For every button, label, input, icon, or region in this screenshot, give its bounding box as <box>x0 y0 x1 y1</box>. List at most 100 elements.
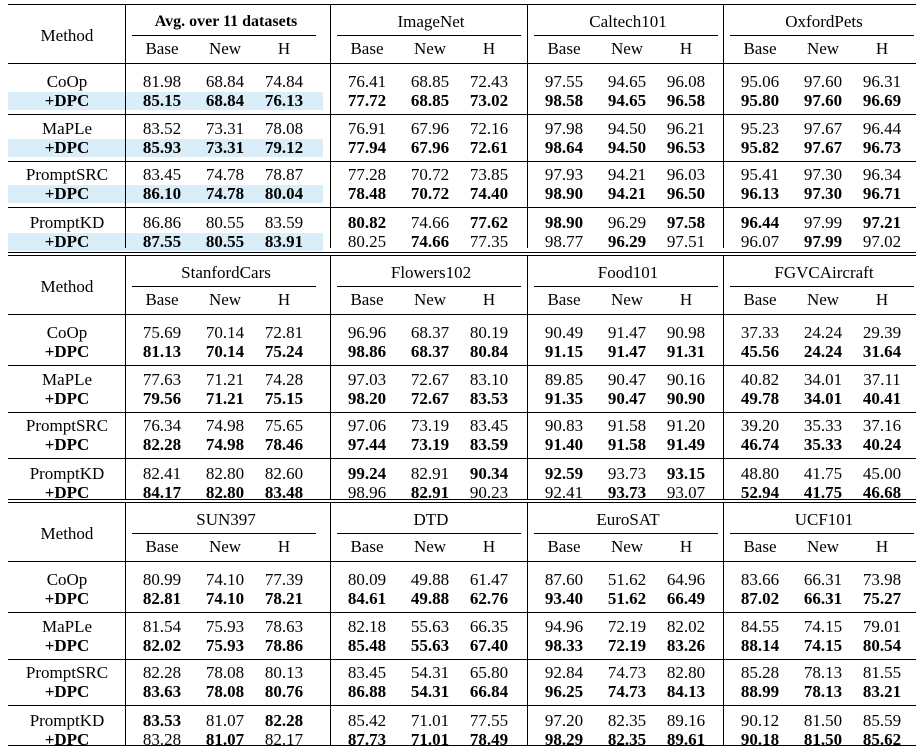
table-cell: 78.49 <box>469 730 509 749</box>
subcolumn-header: H <box>679 290 693 309</box>
subcolumn-header: Base <box>350 537 384 556</box>
table-cell: 41.75 <box>803 464 843 483</box>
table-cell: 95.80 <box>740 91 780 110</box>
table-cell: 49.78 <box>740 389 780 408</box>
column-divider <box>723 502 724 746</box>
table-cell: 74.15 <box>803 636 843 655</box>
table-cell: 95.06 <box>740 72 780 91</box>
table-cell: 90.47 <box>607 389 647 408</box>
table-cell: 90.18 <box>740 730 780 749</box>
method-header: Method <box>40 524 94 543</box>
table-cell: 97.58 <box>666 213 706 232</box>
table-cell: 82.17 <box>264 730 304 749</box>
dataset-header: FGVCAircraft <box>774 263 874 282</box>
table-cell: 96.07 <box>740 232 780 251</box>
table-cell: 83.59 <box>469 435 509 454</box>
dpc-row-label: +DPC <box>44 138 90 157</box>
table-cell: 81.55 <box>862 663 902 682</box>
table-cell: 24.24 <box>803 342 843 361</box>
table-cell: 80.99 <box>142 570 182 589</box>
table-cell: 62.76 <box>469 589 509 608</box>
table-cell: 87.55 <box>142 232 182 251</box>
dataset-underline <box>132 35 316 36</box>
table-cell: 83.91 <box>264 232 304 251</box>
table-cell: 68.37 <box>410 323 450 342</box>
table-cell: 70.14 <box>205 342 245 361</box>
table-cell: 71.21 <box>205 370 245 389</box>
table-cell: 67.96 <box>410 138 450 157</box>
table-cell: 80.04 <box>264 184 304 203</box>
table-cell: 88.99 <box>740 682 780 701</box>
table-cell: 90.12 <box>740 711 780 730</box>
table-cell: 98.77 <box>544 232 584 251</box>
table-cell: 29.39 <box>862 323 902 342</box>
table-cell: 98.90 <box>544 184 584 203</box>
table-cell: 91.47 <box>607 323 647 342</box>
dataset-underline <box>337 286 521 287</box>
table-cell: 97.67 <box>803 119 843 138</box>
table-cell: 96.21 <box>666 119 706 138</box>
table-cell: 97.60 <box>803 72 843 91</box>
table-cell: 85.48 <box>347 636 387 655</box>
table-cell: 85.42 <box>347 711 387 730</box>
table-cell: 73.31 <box>205 119 245 138</box>
table-cell: 74.78 <box>205 165 245 184</box>
table-cell: 77.55 <box>469 711 509 730</box>
table-cell: 90.49 <box>544 323 584 342</box>
block-separator-rule <box>8 252 916 253</box>
table-cell: 72.67 <box>410 389 450 408</box>
group-rule <box>8 114 916 115</box>
header-rule <box>8 314 916 315</box>
table-cell: 37.11 <box>863 370 901 389</box>
table-cell: 70.72 <box>410 165 450 184</box>
highlight-band <box>8 92 323 110</box>
table-cell: 78.21 <box>264 589 304 608</box>
table-cell: 40.41 <box>862 389 902 408</box>
table-cell: 67.96 <box>410 119 450 138</box>
table-cell: 98.86 <box>347 342 387 361</box>
table-cell: 98.58 <box>544 91 584 110</box>
table-cell: 78.13 <box>803 663 843 682</box>
dataset-header: Caltech101 <box>589 12 667 31</box>
group-rule <box>8 365 916 366</box>
table-cell: 45.56 <box>740 342 780 361</box>
subcolumn-header: New <box>806 39 840 58</box>
table-cell: 84.61 <box>347 589 387 608</box>
table-cell: 71.01 <box>410 711 450 730</box>
table-cell: 84.55 <box>740 617 780 636</box>
table-cell: 94.21 <box>607 165 647 184</box>
table-cell: 82.80 <box>666 663 706 682</box>
table-cell: 34.01 <box>803 370 843 389</box>
table-cell: 72.19 <box>607 636 647 655</box>
table-cell: 86.88 <box>347 682 387 701</box>
highlight-band <box>8 233 323 251</box>
table-cell: 72.61 <box>469 138 509 157</box>
dpc-row-label: +DPC <box>44 589 90 608</box>
table-cell: 37.33 <box>740 323 780 342</box>
table-cell: 48.80 <box>740 464 780 483</box>
table-cell: 96.03 <box>666 165 706 184</box>
table-cell: 76.91 <box>347 119 387 138</box>
table-cell: 49.88 <box>410 570 450 589</box>
table-cell: 94.50 <box>607 119 647 138</box>
group-rule <box>8 612 916 613</box>
table-cell: 96.29 <box>607 232 647 251</box>
table-cell: 34.01 <box>803 389 843 408</box>
table-cell: 97.30 <box>803 165 843 184</box>
table-cell: 97.60 <box>803 91 843 110</box>
table-cell: 97.21 <box>862 213 902 232</box>
table-cell: 96.13 <box>740 184 780 203</box>
table-cell: 88.14 <box>740 636 780 655</box>
table-cell: 70.72 <box>410 184 450 203</box>
table-cell: 86.86 <box>142 213 182 232</box>
table-cell: 98.33 <box>544 636 584 655</box>
table-cell: 82.18 <box>347 617 387 636</box>
method-name: MaPLe <box>41 119 93 138</box>
table-cell: 81.98 <box>142 72 182 91</box>
subcolumn-header: Base <box>145 537 179 556</box>
table-cell: 67.40 <box>469 636 509 655</box>
table-cell: 80.84 <box>469 342 509 361</box>
table-cell: 83.53 <box>469 389 509 408</box>
table-cell: 61.47 <box>469 570 509 589</box>
table-cell: 91.35 <box>544 389 584 408</box>
